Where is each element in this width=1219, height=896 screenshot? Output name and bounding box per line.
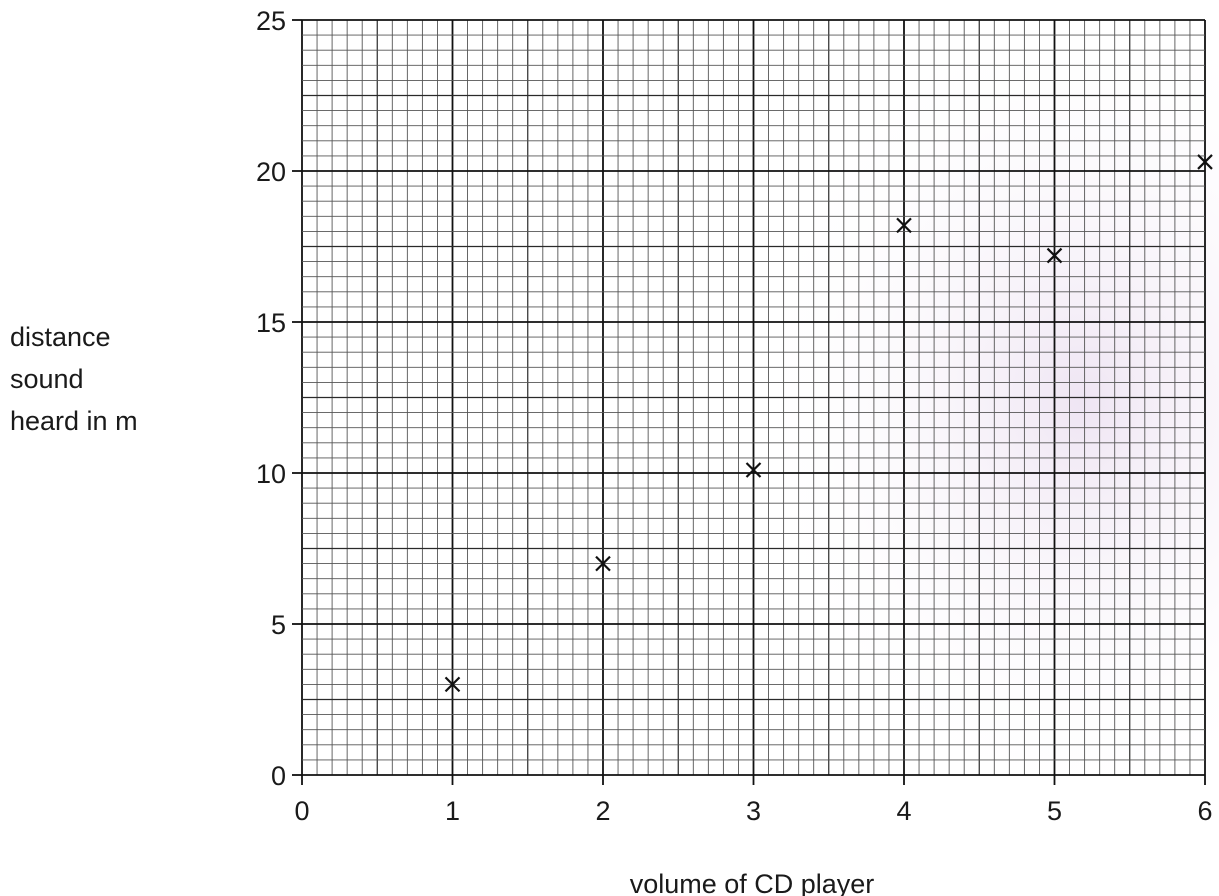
marker-stroke: [595, 555, 611, 572]
x-tick-label: 6: [1197, 796, 1212, 826]
data-point-marker: [896, 217, 912, 234]
data-point-marker: [745, 462, 762, 478]
y-axis-title-line-1: distance: [10, 322, 111, 352]
y-axis-title: distance sound heard in m: [10, 322, 138, 436]
x-tick-label: 3: [746, 796, 761, 826]
y-tick-label: 0: [271, 761, 286, 791]
paper-tint: [600, 60, 1219, 820]
tick-labels: 0 1 2 3 4 5 6 0 5 10 15 20 25: [256, 6, 1213, 826]
y-axis-title-line-3: heard in m: [10, 406, 138, 436]
data-point-marker: [595, 555, 611, 572]
data-point-marker: [1046, 247, 1063, 264]
x-axis-title: volume of CD player: [630, 869, 875, 896]
data-point-marker: [444, 676, 461, 693]
y-axis-title-line-2: sound: [10, 364, 84, 394]
y-tick-label: 25: [256, 6, 286, 36]
y-tick-label: 15: [256, 308, 286, 338]
marker-stroke: [896, 217, 912, 234]
x-tick-label: 1: [445, 796, 460, 826]
y-tick-label: 5: [271, 610, 286, 640]
x-tick-label: 2: [595, 796, 610, 826]
plot-grid: [292, 19, 1206, 785]
x-tick-label: 5: [1047, 796, 1062, 826]
data-point-marker: [1197, 154, 1213, 170]
data-points: [444, 154, 1213, 693]
marker-stroke: [745, 462, 762, 478]
marker-stroke: [1046, 247, 1063, 264]
x-tick-label: 4: [896, 796, 911, 826]
x-tick-label: 0: [294, 796, 309, 826]
marker-stroke: [444, 676, 461, 693]
marker-stroke: [1197, 154, 1213, 170]
y-tick-label: 20: [256, 157, 286, 187]
y-tick-label: 10: [256, 459, 286, 489]
